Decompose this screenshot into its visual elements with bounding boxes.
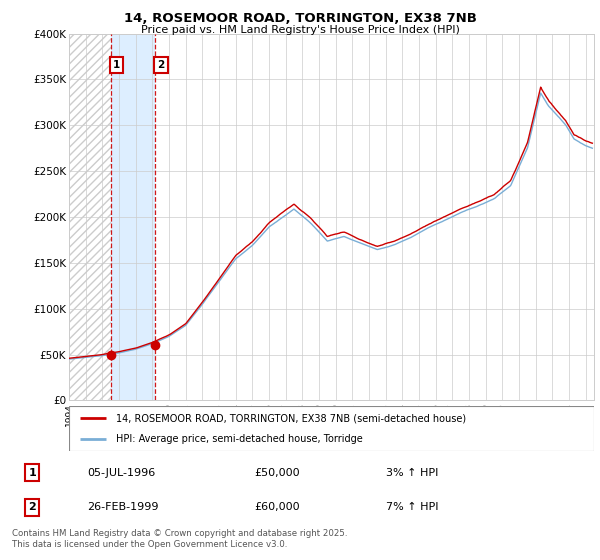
Text: 3% ↑ HPI: 3% ↑ HPI <box>386 468 439 478</box>
Bar <box>111 34 155 400</box>
Text: Price paid vs. HM Land Registry's House Price Index (HPI): Price paid vs. HM Land Registry's House … <box>140 25 460 35</box>
Text: HPI: Average price, semi-detached house, Torridge: HPI: Average price, semi-detached house,… <box>116 433 363 444</box>
Text: Contains HM Land Registry data © Crown copyright and database right 2025.
This d: Contains HM Land Registry data © Crown c… <box>12 529 347 549</box>
Bar <box>69 34 111 400</box>
Text: £50,000: £50,000 <box>254 468 299 478</box>
Bar <box>69 34 111 400</box>
Text: £60,000: £60,000 <box>254 502 299 512</box>
Text: 2: 2 <box>28 502 36 512</box>
Text: 1: 1 <box>28 468 36 478</box>
Text: 2: 2 <box>157 60 164 70</box>
Text: 1: 1 <box>113 60 121 70</box>
Text: 14, ROSEMOOR ROAD, TORRINGTON, EX38 7NB (semi-detached house): 14, ROSEMOOR ROAD, TORRINGTON, EX38 7NB … <box>116 413 466 423</box>
Text: 26-FEB-1999: 26-FEB-1999 <box>87 502 158 512</box>
Text: 14, ROSEMOOR ROAD, TORRINGTON, EX38 7NB: 14, ROSEMOOR ROAD, TORRINGTON, EX38 7NB <box>124 12 476 25</box>
Text: 7% ↑ HPI: 7% ↑ HPI <box>386 502 439 512</box>
Text: 05-JUL-1996: 05-JUL-1996 <box>87 468 155 478</box>
